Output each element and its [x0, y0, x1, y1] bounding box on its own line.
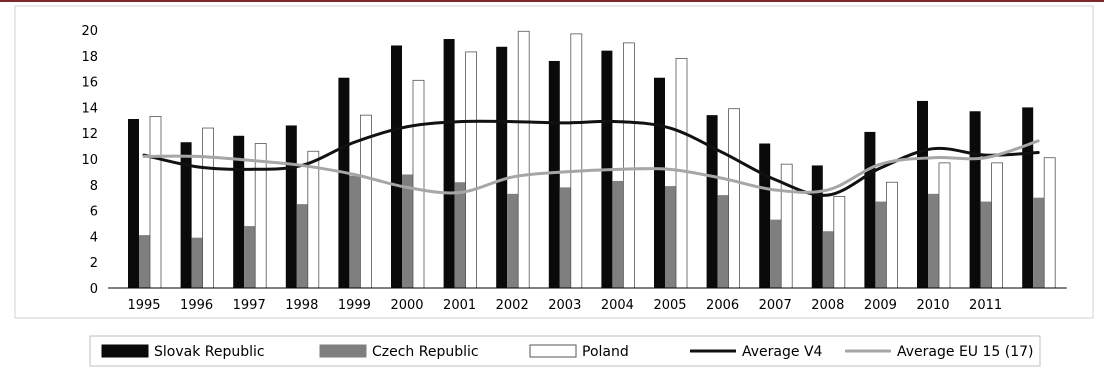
bar-czech-republic	[296, 204, 308, 288]
legend-swatch-slovak-republic	[101, 344, 149, 358]
line-average-v4	[142, 119, 1040, 197]
bar-slovak-republic	[285, 125, 297, 289]
bar-slovak-republic	[917, 100, 928, 288]
bar-slovak-republic	[338, 77, 350, 288]
bar-czech-republic	[559, 187, 571, 288]
bar-czech-republic	[507, 193, 519, 288]
y-tick-label: 10	[81, 153, 98, 168]
x-tick-label: 2000	[390, 298, 423, 313]
bar-slovak-republic	[233, 135, 245, 288]
bar-slovak-republic	[864, 131, 876, 288]
x-tick-label: 1998	[285, 298, 318, 313]
bar-poland	[517, 30, 530, 289]
bar-poland	[1043, 157, 1056, 289]
x-tick-label: 1999	[338, 298, 371, 313]
bar-slovak-republic	[443, 39, 455, 288]
bar-czech-republic	[980, 201, 992, 288]
y-tick-label: 4	[90, 230, 98, 245]
x-tick-label: 1996	[180, 298, 213, 313]
bar-slovak-republic	[759, 143, 771, 288]
bar-czech-republic	[770, 219, 782, 288]
legend-label-average-eu-15-17-: Average EU 15 (17)	[897, 344, 1034, 360]
bar-slovak-republic	[496, 46, 508, 288]
x-tick-label: 2007	[759, 298, 792, 313]
x-tick-label: 2010	[916, 298, 949, 313]
bar-slovak-republic	[391, 45, 402, 289]
bar-poland	[675, 57, 688, 289]
y-tick-label: 12	[81, 127, 98, 142]
x-tick-label: 2005	[653, 298, 686, 313]
y-axis-ticks: 0 2 4 6 8 10 12 14 16 18 20	[81, 24, 98, 297]
legend-label-slovak-republic: Slovak Republic	[154, 344, 265, 360]
bar-poland	[412, 79, 425, 289]
bar-poland	[728, 108, 740, 289]
x-tick-label: 2006	[706, 298, 739, 313]
y-tick-label: 0	[90, 282, 98, 297]
y-tick-label: 18	[81, 50, 98, 65]
legend-swatch-poland	[529, 344, 577, 358]
legend-label-poland: Poland	[582, 344, 629, 360]
y-tick-label: 14	[81, 101, 98, 116]
x-tick-label: 2011	[969, 298, 1002, 313]
bar-poland	[938, 162, 951, 289]
bar-czech-republic	[402, 174, 413, 288]
x-tick-label: 2004	[601, 298, 634, 313]
bar-czech-republic	[875, 201, 887, 288]
y-tick-label: 20	[81, 24, 98, 39]
bar-poland	[833, 196, 846, 289]
bar-slovak-republic	[654, 77, 665, 288]
x-tick-label: 2008	[811, 298, 844, 313]
bar-poland	[465, 51, 478, 289]
x-axis-ticks: 1995 1996 1997 1998 1999 2000 2001 2002 2003 2004…	[127, 298, 1002, 313]
bar-poland	[991, 162, 1003, 289]
bar-czech-republic	[665, 186, 676, 288]
plot-area-border	[14, 5, 1094, 319]
legend-label-czech-republic: Czech Republic	[372, 344, 479, 360]
bar-czech-republic	[822, 231, 834, 288]
bar-czech-republic	[139, 235, 150, 288]
bar-poland	[254, 143, 267, 289]
bar-czech-republic	[454, 182, 466, 288]
bar-slovak-republic	[811, 165, 823, 288]
y-tick-label: 6	[90, 205, 98, 220]
bar-czech-republic	[612, 180, 624, 288]
bar-czech-republic	[717, 195, 729, 288]
legend-label-average-v4: Average V4	[742, 344, 823, 360]
bar-slovak-republic	[180, 142, 192, 288]
bar-czech-republic	[1033, 197, 1045, 288]
bar-poland	[623, 42, 635, 289]
bar-poland	[570, 33, 583, 289]
legend: Slovak Republic Czech Republic Poland Avera…	[101, 344, 1034, 360]
x-tick-label: 1997	[233, 298, 266, 313]
x-tick-label: 2002	[496, 298, 529, 313]
line-average-eu-15-17-	[142, 139, 1040, 195]
bar-czech-republic	[191, 237, 203, 288]
bar-czech-republic	[928, 193, 939, 288]
x-tick-label: 2001	[443, 298, 476, 313]
y-tick-label: 8	[90, 179, 98, 194]
bar-slovak-republic	[706, 115, 718, 288]
x-tick-label: 2009	[864, 298, 897, 313]
bar-poland	[886, 181, 898, 289]
bar-slovak-republic	[548, 60, 560, 289]
bar-poland	[307, 150, 320, 289]
y-tick-label: 2	[90, 256, 98, 271]
bar-slovak-republic	[128, 119, 139, 288]
bar-poland	[202, 127, 215, 289]
y-tick-label: 16	[81, 76, 98, 91]
bar-slovak-republic	[969, 111, 981, 289]
x-tick-label: 2003	[548, 298, 581, 313]
bar-czech-republic	[244, 226, 256, 288]
bar-poland	[149, 116, 162, 289]
x-tick-label: 1995	[127, 298, 160, 313]
lines-layer	[142, 119, 1040, 197]
bar-czech-republic	[349, 175, 361, 288]
bar-slovak-republic	[1022, 107, 1034, 289]
legend-swatch-czech-republic	[319, 344, 367, 358]
